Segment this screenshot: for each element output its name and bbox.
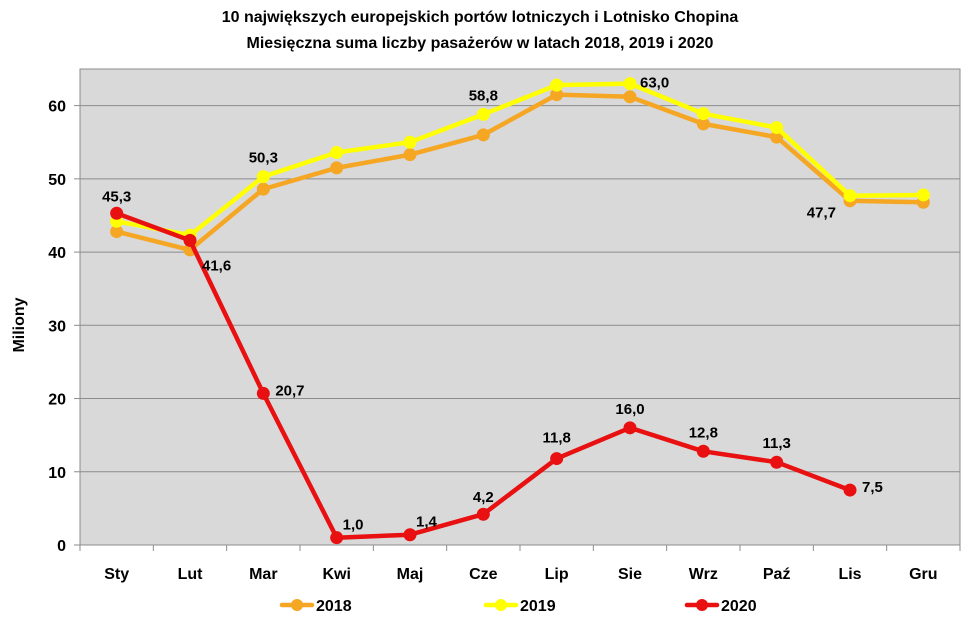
data-point-2019 — [696, 107, 710, 121]
y-tick-label: 50 — [48, 172, 66, 189]
data-point-2020 — [770, 455, 784, 469]
data-point-2018 — [330, 161, 344, 175]
data-point-2019 — [770, 121, 784, 135]
data-point-2019 — [476, 107, 490, 121]
data-point-2019 — [623, 77, 637, 91]
data-point-2018 — [476, 128, 490, 142]
data-label-2020: 11,8 — [542, 430, 570, 447]
data-label-2019: 63,0 — [640, 75, 669, 92]
x-tick-label: Lis — [838, 566, 861, 583]
chart-title-line1: 10 największych europejskich portów lotn… — [222, 9, 739, 26]
data-point-2019 — [843, 189, 857, 203]
series-line-2018 — [114, 92, 926, 253]
data-point-2019 — [330, 145, 344, 159]
x-tick-label: Paź — [763, 566, 791, 583]
y-tick-label: 30 — [48, 318, 66, 335]
x-tick-label: Kwi — [322, 566, 350, 583]
legend-label-2018: 2018 — [316, 598, 352, 615]
data-point-2020 — [843, 483, 857, 497]
data-point-2020 — [623, 421, 637, 435]
y-tick-label: 20 — [48, 392, 66, 409]
data-point-2019 — [916, 188, 930, 202]
legend-label-2020: 2020 — [721, 598, 757, 615]
legend: 2018 2019 2020 — [279, 598, 757, 615]
plot-area: 0 10 20 30 40 50 60 Sty Lut Mar Kwi Maj Cze Lip Sie Wrz… — [48, 68, 961, 583]
data-point-2018 — [256, 182, 270, 196]
data-label-2020: 41,6 — [202, 257, 231, 274]
data-point-2018 — [623, 90, 637, 104]
series-line-2019 — [114, 81, 926, 238]
x-tick-label: Cze — [469, 566, 498, 583]
data-point-2020 — [330, 531, 344, 545]
x-tick-label: Lut — [178, 566, 204, 583]
data-point-2020 — [696, 444, 710, 458]
data-point-2018 — [403, 148, 417, 162]
x-tick-label: Sie — [618, 566, 642, 583]
plot-background — [79, 68, 961, 546]
x-tick-label: Lip — [545, 566, 569, 583]
data-point-2019 — [256, 170, 270, 184]
x-tick-label: Gru — [909, 566, 937, 583]
data-label-2020: 45,3 — [102, 188, 131, 205]
data-label-2019: 50,3 — [249, 150, 278, 167]
data-point-2019 — [550, 78, 564, 92]
data-label-2020: 12,8 — [689, 424, 718, 441]
y-tick-label: 0 — [57, 538, 66, 555]
chart-title-line2: Miesięczna suma liczby pasażerów w latac… — [247, 35, 714, 52]
legend-label-2019: 2019 — [520, 598, 556, 615]
data-point-2020 — [476, 507, 490, 521]
x-tick-label: Maj — [397, 566, 424, 583]
legend-swatch-marker-2019 — [495, 599, 507, 611]
y-tick-label: 60 — [48, 99, 66, 116]
x-tick-label: Mar — [249, 566, 277, 583]
data-label-2020: 16,0 — [615, 401, 644, 418]
data-label-2020: 1,4 — [416, 514, 438, 531]
legend-swatch-marker-2020 — [696, 599, 708, 611]
y-tick-label: 40 — [48, 245, 66, 262]
data-point-2020 — [256, 386, 270, 400]
data-label-2019: 47,7 — [807, 205, 836, 222]
legend-swatch-marker-2018 — [291, 599, 303, 611]
data-point-2020 — [183, 233, 197, 247]
x-tick-label: Sty — [104, 566, 129, 583]
data-label-2020: 4,2 — [473, 489, 494, 506]
y-axis-title: Miliony — [11, 297, 28, 352]
x-tick-label: Wrz — [689, 566, 718, 583]
data-point-2020 — [403, 528, 417, 542]
data-label-2019: 58,8 — [469, 87, 498, 104]
data-label-2020: 20,7 — [275, 382, 304, 399]
data-label-2020: 11,3 — [762, 435, 790, 452]
data-label-2020: 7,5 — [862, 479, 883, 496]
data-point-2019 — [403, 135, 417, 149]
data-point-2020 — [550, 452, 564, 466]
data-label-2020: 1,0 — [343, 517, 364, 534]
y-tick-label: 10 — [48, 465, 66, 482]
data-point-2020 — [110, 206, 124, 220]
